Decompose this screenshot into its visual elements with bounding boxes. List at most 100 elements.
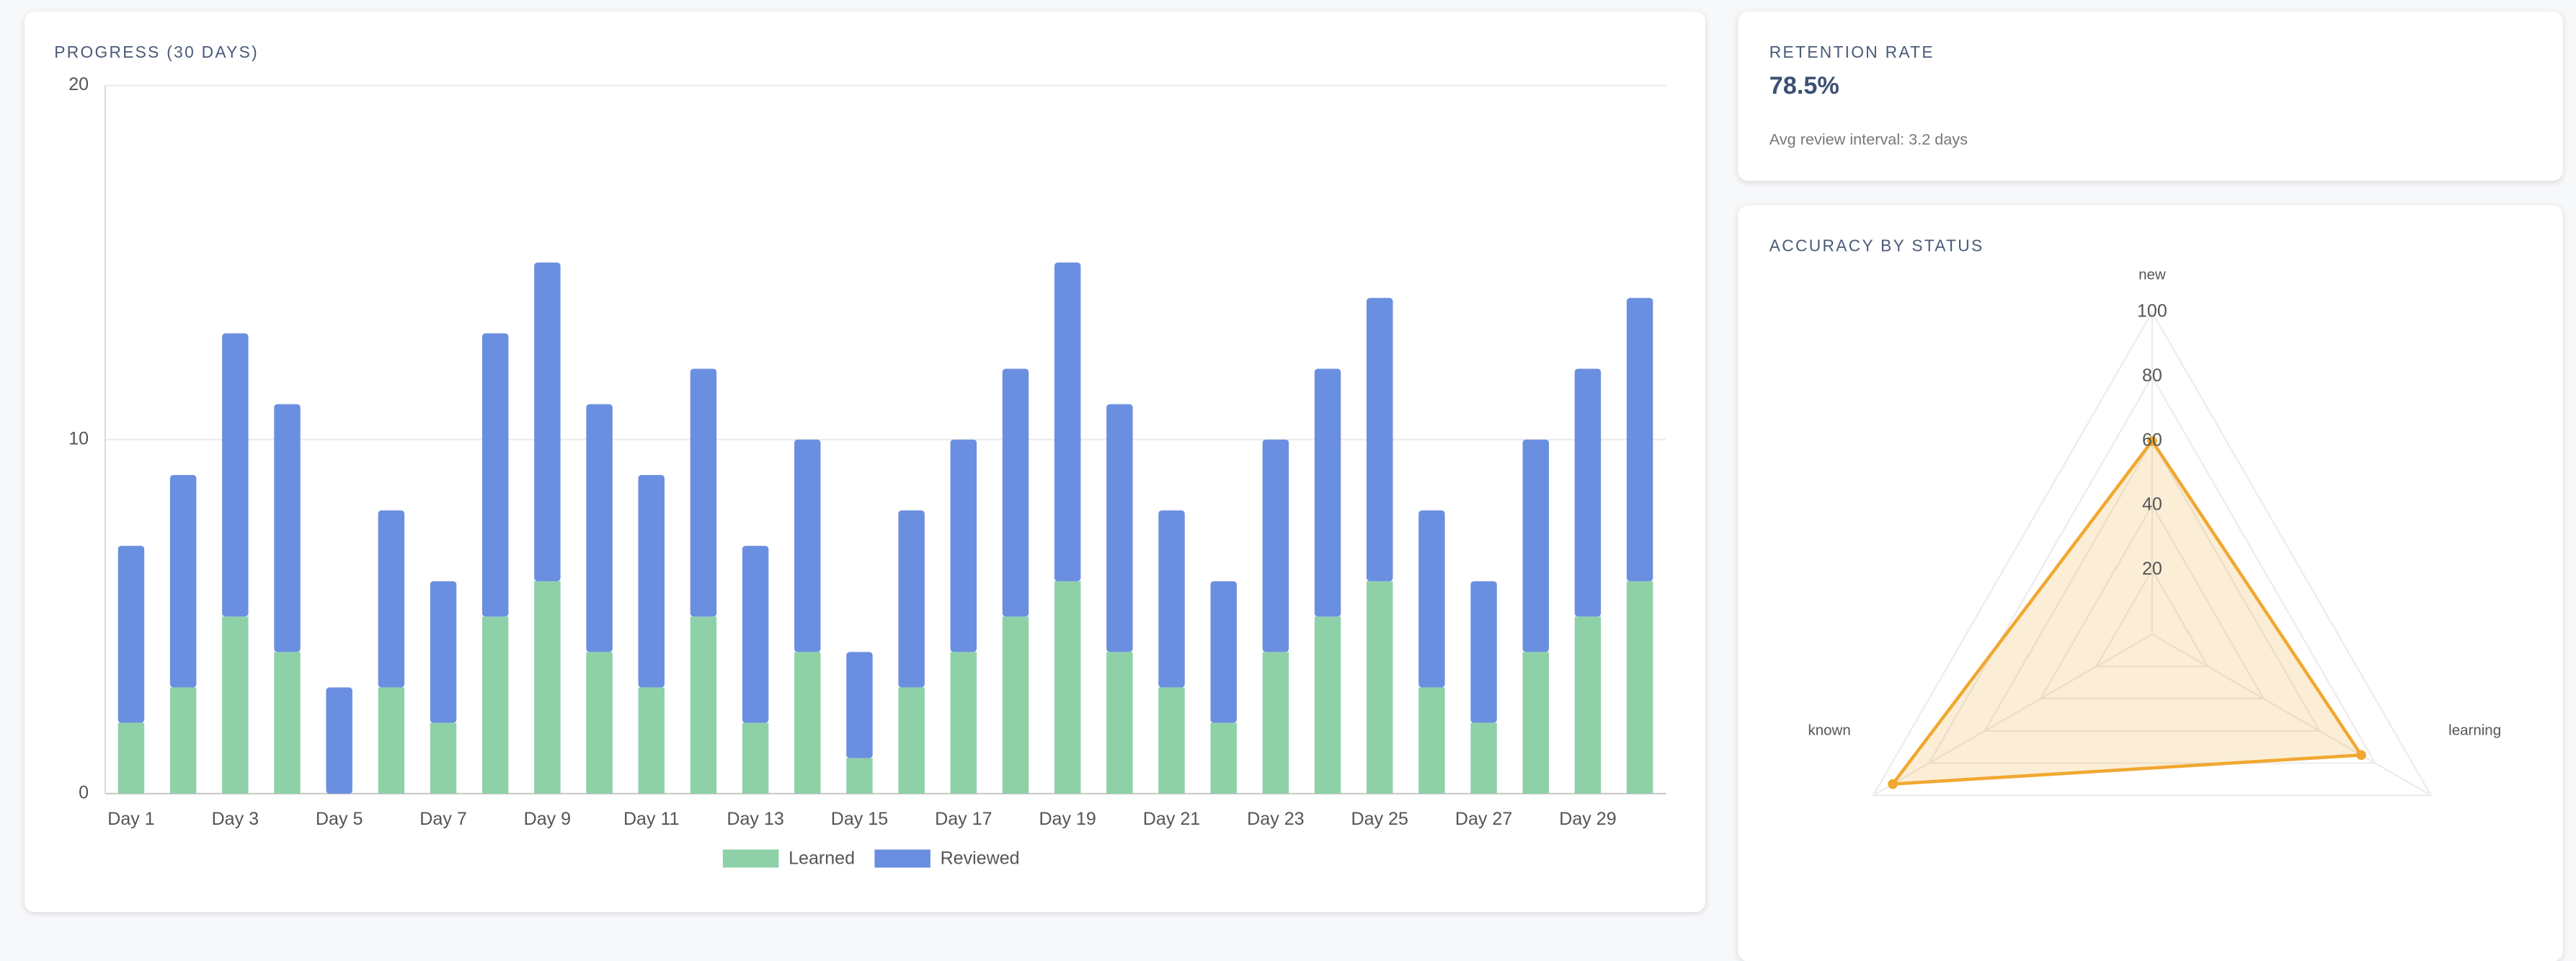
x-tick-label: Day 5 — [316, 809, 363, 829]
bar-segment — [274, 404, 301, 652]
x-tick-label: Day 29 — [1559, 809, 1616, 829]
x-tick-label: Day 11 — [623, 809, 680, 829]
bar-segment — [1522, 439, 1549, 652]
bar-segment — [534, 581, 561, 794]
bar-segment — [586, 652, 613, 794]
bar-segment — [1054, 262, 1081, 582]
accuracy-card: ACCURACY BY STATUS — [1738, 205, 2563, 961]
retention-note: Avg review interval: 3.2 days — [1769, 131, 1968, 150]
bar-segment — [1158, 510, 1185, 688]
bar-segment — [1522, 652, 1549, 794]
radar-spoke — [1873, 633, 2153, 797]
bar-segment — [222, 333, 249, 617]
radar-spoke — [2151, 633, 2432, 797]
card-title: RETENTION RATE — [1769, 44, 1935, 63]
bar-segment — [690, 368, 717, 617]
bar-segment — [1054, 581, 1081, 794]
radar-axis-label: learning — [2448, 722, 2501, 738]
bar-segment — [1262, 439, 1289, 652]
radar-axis-label: known — [1808, 722, 1850, 738]
bar-segment — [1418, 510, 1445, 688]
bar-segment — [1158, 687, 1185, 794]
radar-tick-label: 80 — [2142, 366, 2162, 386]
x-tick-label: Day 9 — [524, 809, 571, 829]
radar-grid — [2095, 568, 2210, 668]
retention-value: 78.5% — [1769, 72, 1839, 101]
bar-segment — [1366, 581, 1393, 794]
bar-segment — [690, 616, 717, 794]
bar-segment — [846, 652, 873, 758]
bar-segment — [1418, 687, 1445, 794]
x-tick-label: Day 19 — [1039, 809, 1096, 829]
radar-grid — [1872, 310, 2433, 797]
x-tick-label: Day 3 — [212, 809, 259, 829]
bar-segment — [378, 510, 405, 688]
bar-segment — [534, 262, 561, 582]
x-tick-label: Day 17 — [935, 809, 992, 829]
x-tick-label: Day 25 — [1351, 809, 1408, 829]
x-tick-label: Day 13 — [727, 809, 783, 829]
x-tick-label: Day 27 — [1455, 809, 1512, 829]
legend-label: Reviewed — [941, 849, 1020, 869]
bar-segment — [950, 652, 977, 794]
bar-segment — [274, 652, 301, 794]
bar-segment — [1002, 368, 1029, 617]
bar-segment — [117, 546, 145, 723]
radar-tick-label: 40 — [2142, 495, 2162, 515]
x-tick-label: Day 15 — [831, 809, 888, 829]
bar-segment — [326, 687, 352, 794]
bar-segment — [169, 687, 197, 794]
radar-grid — [1927, 375, 2377, 764]
bar-segment — [1314, 616, 1341, 794]
bar-segment — [1314, 368, 1341, 617]
bar-segment — [898, 687, 925, 794]
bar-segment — [950, 439, 977, 652]
bar-segment — [430, 581, 457, 723]
bar-segment — [638, 474, 665, 688]
bar-segment — [481, 616, 509, 794]
bar-segment — [1470, 722, 1497, 794]
radar-axis-label: new — [2138, 267, 2166, 283]
legend-label: Learned — [789, 849, 855, 869]
bar-segment — [1002, 616, 1029, 794]
legend-swatch — [874, 849, 931, 868]
bar-segment — [846, 758, 873, 794]
x-tick-label: Day 7 — [419, 809, 466, 829]
card-title: PROGRESS (30 DAYS) — [54, 44, 259, 63]
y-tick-label: 0 — [79, 783, 89, 803]
radar-tick-label: 100 — [2137, 301, 2167, 322]
bar-segment — [586, 404, 613, 652]
y-tick-label: 20 — [68, 74, 89, 94]
bar-segment — [1210, 581, 1237, 723]
bar-segment — [1366, 298, 1393, 582]
bar-segment — [378, 687, 405, 794]
bar-segment — [1574, 616, 1602, 794]
radar-tick-label: 20 — [2142, 559, 2162, 579]
card-title: ACCURACY BY STATUS — [1769, 238, 1984, 257]
bar-segment — [898, 510, 925, 688]
bar-segment — [794, 439, 821, 652]
radar-point — [1888, 779, 1898, 789]
bar-segment — [742, 722, 769, 794]
bar-segment — [1626, 581, 1653, 794]
bar-segment — [1106, 652, 1133, 794]
bar-segment — [1262, 652, 1289, 794]
radar-tick-label: 60 — [2142, 430, 2162, 450]
bar-segment — [1470, 581, 1497, 723]
bar-segment — [638, 687, 665, 794]
bar-segment — [1106, 404, 1133, 652]
bar-segment — [169, 474, 197, 688]
y-tick-label: 10 — [68, 428, 89, 448]
radar-grid — [1983, 439, 2321, 732]
bar-segment — [117, 722, 145, 794]
radar-point — [2147, 435, 2157, 446]
bar-segment — [430, 722, 457, 794]
x-tick-label: Day 21 — [1143, 809, 1200, 829]
x-tick-label: Day 1 — [107, 809, 154, 829]
bar-segment — [222, 616, 249, 794]
retention-card: RETENTION RATE 78.5% Avg review interval… — [1738, 11, 2563, 181]
bar-segment — [742, 546, 769, 723]
